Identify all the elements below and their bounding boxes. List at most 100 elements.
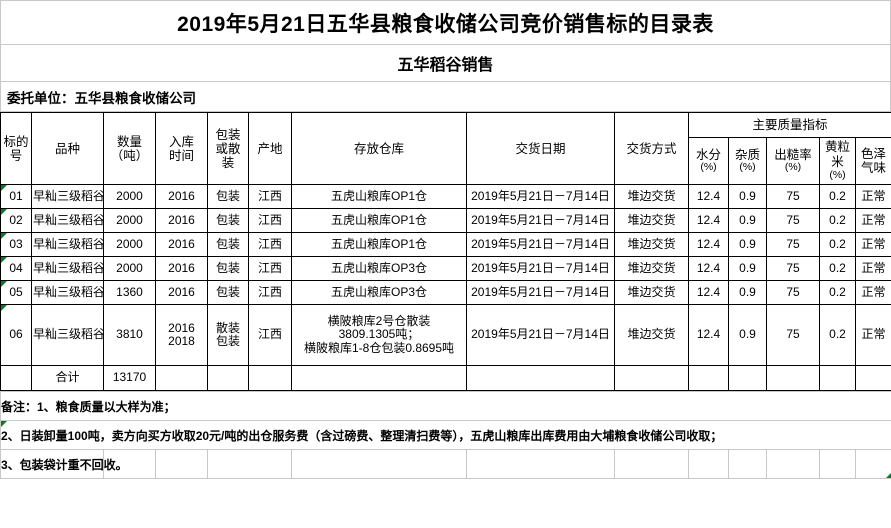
note-empty-cell [207, 449, 292, 479]
cell-id-text: 02 [9, 212, 23, 227]
cell-packing: 包装 [207, 256, 249, 281]
total-quantity: 13170 [103, 365, 156, 391]
cell-color-odor: 正常 [854, 232, 891, 257]
total-empty-moisture [688, 365, 729, 391]
cell-id: 03 [0, 232, 32, 257]
cell-warehouse: 横陂粮库2号仓散装 3809.1305吨； 横陂粮库1-8仓包装0.8695吨 [291, 304, 467, 366]
note-line-1: 备注：1、粮食质量以大样为准； [0, 391, 891, 421]
cell-moisture: 12.4 [688, 304, 729, 366]
cell-delivery-method: 堆边交货 [614, 280, 689, 305]
cell-delivery-method: 堆边交货 [614, 208, 689, 233]
total-empty-brown-rice-rate [766, 365, 820, 391]
header-impurity: 杂质 (%) [728, 137, 767, 185]
table-row: 06 早籼三级稻谷 3810 2016 2018 散装 包装 江西 横陂粮库2号… [0, 304, 891, 366]
cell-color-odor: 正常 [854, 256, 891, 281]
cell-storage-time: 2016 [155, 256, 208, 281]
cell-moisture: 12.4 [688, 232, 729, 257]
cell-id: 05 [0, 280, 32, 305]
note-empty-cell [291, 449, 467, 479]
cell-variety: 早籼三级稻谷 [31, 304, 104, 366]
table-total-row: 合计 13170 [0, 365, 891, 391]
cell-brown-rice-rate: 75 [766, 256, 820, 281]
table-header-row-top: 标的 号 品种 数量 （吨） 入库 时间 包装 或散 装 产地 存放仓库 交货日… [0, 112, 891, 185]
cell-yellow-grain: 0.2 [819, 280, 856, 305]
cell-impurity: 0.9 [728, 280, 767, 305]
cell-origin: 江西 [248, 232, 292, 257]
header-moisture-unit: (%) [700, 161, 717, 174]
cell-delivery-date: 2019年5月21日－7月14日 [466, 184, 615, 209]
page-title: 2019年5月21日五华县粮食收储公司竞价销售标的目录表 [0, 0, 891, 45]
cell-color-odor: 正常 [854, 208, 891, 233]
cell-moisture: 12.4 [688, 184, 729, 209]
header-yellow-grain-unit: (%) [829, 168, 846, 181]
cell-color-odor: 正常 [854, 184, 891, 209]
cell-id: 02 [0, 208, 32, 233]
cell-packing: 包装 [207, 280, 249, 305]
cell-delivery-date: 2019年5月21日－7月14日 [466, 232, 615, 257]
cell-moisture: 12.4 [688, 256, 729, 281]
note-empty-cell [155, 449, 208, 479]
header-storage-time: 入库 时间 [155, 112, 208, 185]
cell-packing: 包装 [207, 184, 249, 209]
header-moisture-label: 水分 [695, 148, 721, 163]
cell-storage-time: 2016 [155, 280, 208, 305]
cell-moisture: 12.4 [688, 208, 729, 233]
cell-variety: 早籼三级稻谷 [31, 184, 104, 209]
total-empty-id [0, 365, 32, 391]
header-impurity-unit: (%) [739, 161, 756, 174]
note-empty-cell [466, 449, 615, 479]
note-empty-cell [103, 449, 156, 479]
note-empty-cell [728, 449, 767, 479]
cell-color-odor: 正常 [854, 280, 891, 305]
table-row: 04 早籼三级稻谷 2000 2016 包装 江西 五虎山粮库OP3仓 2019… [0, 256, 891, 281]
header-color-odor: 色泽 气味 [854, 137, 891, 185]
cell-id: 04 [0, 256, 32, 281]
cell-delivery-date: 2019年5月21日－7月14日 [466, 280, 615, 305]
header-moisture: 水分 (%) [688, 137, 729, 185]
note-empty-cell [688, 449, 729, 479]
cell-variety: 早籼三级稻谷 [31, 208, 104, 233]
total-empty-impurity [728, 365, 767, 391]
cell-delivery-method: 堆边交货 [614, 232, 689, 257]
cell-warehouse: 五虎山粮库OP3仓 [291, 280, 467, 305]
cell-delivery-method: 堆边交货 [614, 184, 689, 209]
cell-warehouse: 五虎山粮库OP1仓 [291, 184, 467, 209]
header-brown-rice-rate-label: 出糙率 [774, 148, 812, 163]
listing-table: 标的 号 品种 数量 （吨） 入库 时间 包装 或散 装 产地 存放仓库 交货日… [0, 112, 891, 391]
cell-quantity: 2000 [103, 208, 156, 233]
error-marker-icon [1, 233, 7, 239]
cell-color-odor: 正常 [854, 304, 891, 366]
cell-storage-time: 2016 [155, 232, 208, 257]
table-row: 05 早籼三级稻谷 1360 2016 包装 江西 五虎山粮库OP3仓 2019… [0, 280, 891, 305]
cell-id-text: 06 [9, 327, 23, 342]
cell-warehouse: 五虎山粮库OP1仓 [291, 232, 467, 257]
error-marker-icon [1, 257, 7, 263]
total-empty-origin [248, 365, 292, 391]
table-body: 01 早籼三级稻谷 2000 2016 包装 江西 五虎山粮库OP1仓 2019… [0, 184, 891, 391]
total-empty-yellow-grain [819, 365, 856, 391]
error-marker-icon [886, 473, 891, 478]
note-empty-cell [819, 449, 856, 479]
header-yellow-grain: 黄粒 米 (%) [819, 137, 856, 185]
cell-packing: 包装 [207, 232, 249, 257]
header-packing: 包装 或散 装 [207, 112, 249, 185]
header-origin: 产地 [248, 112, 292, 185]
cell-variety: 早籼三级稻谷 [31, 232, 104, 257]
cell-yellow-grain: 0.2 [819, 208, 856, 233]
cell-origin: 江西 [248, 208, 292, 233]
note-line-2-cell: 2、日装卸量100吨，卖方向买方收取20元/吨的出仓服务费（含过磅费、整理清扫费… [0, 420, 891, 450]
cell-delivery-date: 2019年5月21日－7月14日 [466, 304, 615, 366]
error-marker-icon [1, 185, 7, 191]
cell-origin: 江西 [248, 184, 292, 209]
page-subtitle-text: 五华稻谷销售 [397, 57, 494, 74]
cell-quantity: 2000 [103, 232, 156, 257]
cell-warehouse: 五虎山粮库OP3仓 [291, 256, 467, 281]
cell-delivery-method: 堆边交货 [614, 304, 689, 366]
header-warehouse: 存放仓库 [291, 112, 467, 185]
table-header-row-bottom: 水分 (%) 杂质 (%) 出糙率 (%) 黄粒 米 (%) 色泽 气味 [1, 137, 891, 185]
cell-impurity: 0.9 [728, 304, 767, 366]
total-empty-delivery-method [614, 365, 689, 391]
total-empty-storage-time [155, 365, 208, 391]
error-marker-icon [1, 281, 7, 287]
header-delivery-method: 交货方式 [614, 112, 689, 185]
